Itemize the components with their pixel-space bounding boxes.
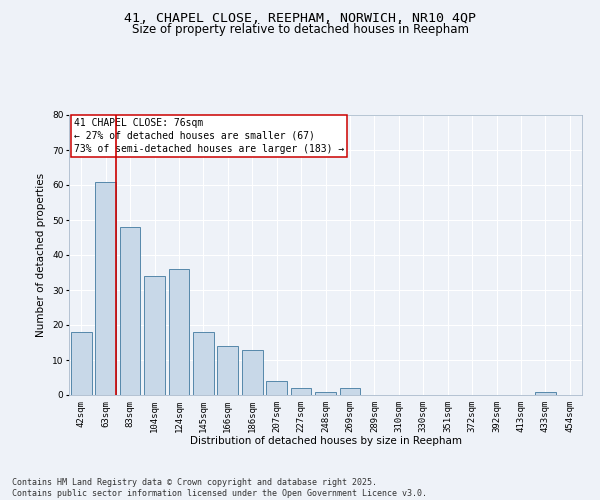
- Bar: [217, 346, 238, 395]
- Bar: [290, 388, 311, 395]
- Bar: [169, 269, 190, 395]
- Text: 41 CHAPEL CLOSE: 76sqm
← 27% of detached houses are smaller (67)
73% of semi-det: 41 CHAPEL CLOSE: 76sqm ← 27% of detached…: [74, 118, 344, 154]
- Bar: [95, 182, 116, 395]
- Bar: [242, 350, 263, 395]
- Bar: [315, 392, 336, 395]
- Text: 41, CHAPEL CLOSE, REEPHAM, NORWICH, NR10 4QP: 41, CHAPEL CLOSE, REEPHAM, NORWICH, NR10…: [124, 12, 476, 26]
- Bar: [193, 332, 214, 395]
- Bar: [144, 276, 165, 395]
- Text: Contains HM Land Registry data © Crown copyright and database right 2025.
Contai: Contains HM Land Registry data © Crown c…: [12, 478, 427, 498]
- Y-axis label: Number of detached properties: Number of detached properties: [37, 173, 46, 337]
- Bar: [266, 381, 287, 395]
- Bar: [71, 332, 92, 395]
- Bar: [119, 227, 140, 395]
- Bar: [535, 392, 556, 395]
- Text: Size of property relative to detached houses in Reepham: Size of property relative to detached ho…: [131, 22, 469, 36]
- Bar: [340, 388, 361, 395]
- X-axis label: Distribution of detached houses by size in Reepham: Distribution of detached houses by size …: [190, 436, 461, 446]
